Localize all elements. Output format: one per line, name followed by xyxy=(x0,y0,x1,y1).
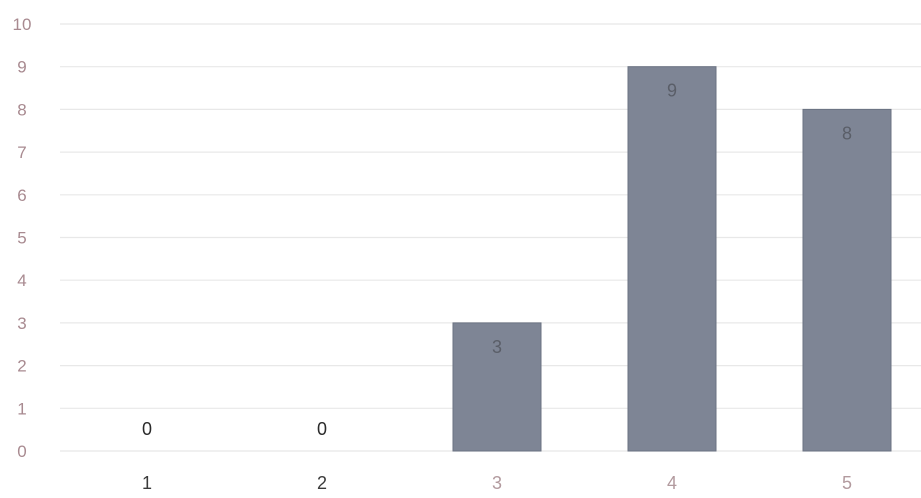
y-tick-label: 1 xyxy=(17,399,26,418)
x-tick-label-3: 3 xyxy=(492,473,502,493)
bars xyxy=(452,66,892,452)
bar-4 xyxy=(627,66,717,452)
y-tick-label: 10 xyxy=(13,15,32,34)
x-axis-ticks: 1 2 3 4 5 xyxy=(142,473,852,493)
data-label-5: 8 xyxy=(842,123,852,143)
y-tick-label: 2 xyxy=(17,357,26,376)
x-tick-label-2: 2 xyxy=(317,473,327,493)
y-axis-ticks: 0 1 2 3 4 5 6 7 8 9 10 xyxy=(13,15,32,461)
y-tick-label: 6 xyxy=(17,186,26,205)
x-tick-label-5: 5 xyxy=(842,473,852,493)
y-tick-label: 9 xyxy=(17,58,26,77)
y-tick-label: 0 xyxy=(17,442,26,461)
bar-5 xyxy=(802,108,892,452)
y-tick-label: 5 xyxy=(17,229,26,248)
data-label-2: 0 xyxy=(317,419,327,439)
y-tick-label: 3 xyxy=(17,314,26,333)
y-tick-label: 8 xyxy=(17,100,26,119)
bar-3 xyxy=(452,322,542,452)
data-label-3: 3 xyxy=(492,337,502,357)
data-label-1: 0 xyxy=(142,419,152,439)
x-tick-label-4: 4 xyxy=(667,473,677,493)
y-tick-label: 7 xyxy=(17,143,26,162)
y-tick-label: 4 xyxy=(17,271,26,290)
data-label-4: 9 xyxy=(667,81,677,101)
x-tick-label-1: 1 xyxy=(142,473,152,493)
data-labels: 0 0 3 9 8 xyxy=(142,81,852,439)
gridlines xyxy=(60,23,921,452)
